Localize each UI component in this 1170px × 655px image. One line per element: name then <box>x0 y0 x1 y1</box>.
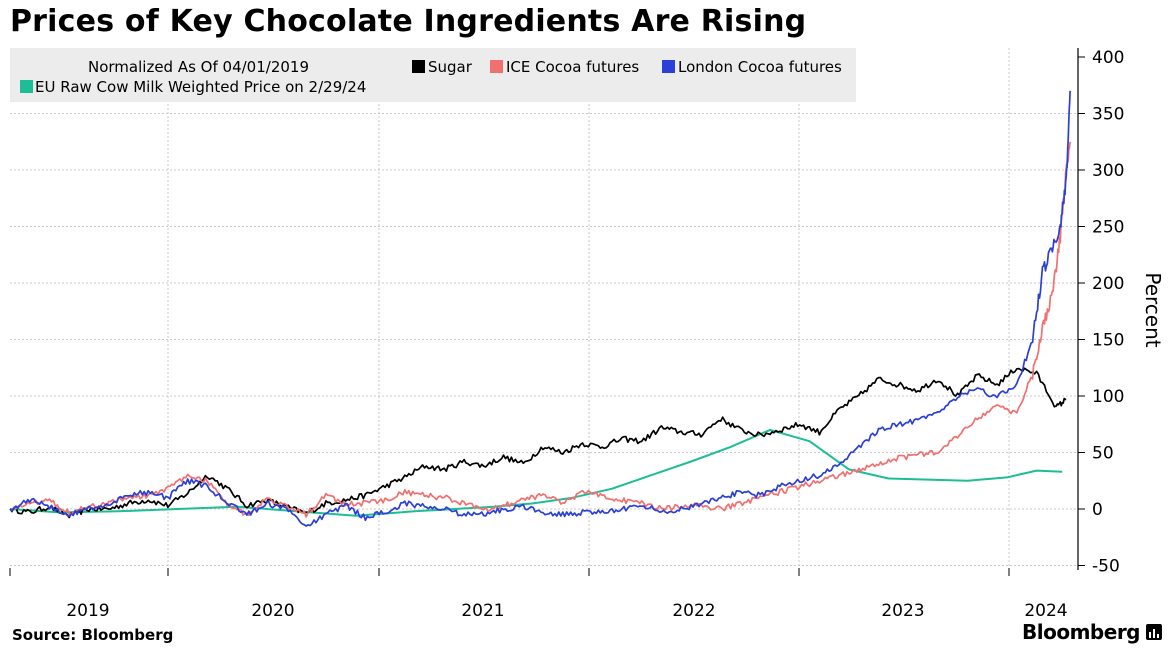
legend-header: Normalized As Of 04/01/2019 <box>88 58 309 76</box>
legend-swatch <box>490 60 503 73</box>
legend-swatch <box>412 60 425 73</box>
x-tick-label: 2020 <box>251 601 294 621</box>
legend-background <box>10 48 856 102</box>
x-axis: 2019 2020 2021 2022 2023 2024 <box>9 568 1068 621</box>
x-tick-label: 2024 <box>1024 601 1067 621</box>
x-tick-label: 2023 <box>881 601 924 621</box>
legend-swatch <box>662 60 675 73</box>
legend: Normalized As Of 04/01/2019 Sugar ICE Coco… <box>10 48 856 102</box>
y-tick-label: 200 <box>1092 274 1124 294</box>
y-tick-label: 150 <box>1092 331 1124 351</box>
x-tick-label: 2022 <box>672 601 715 621</box>
series-line-sugar <box>9 367 1067 519</box>
series-line-ice <box>9 141 1071 518</box>
y-tick-label: 100 <box>1092 387 1124 407</box>
y-tick-label: 350 <box>1092 105 1124 125</box>
legend-entry: ICE Cocoa futures <box>506 58 639 76</box>
y-tick-label: -50 <box>1092 557 1120 577</box>
bloomberg-terminal-icon <box>1146 624 1162 640</box>
legend-swatch <box>20 80 33 93</box>
y-tick-label: 400 <box>1092 48 1124 68</box>
chart-title: Prices of Key Chocolate Ingredients Are … <box>10 4 807 39</box>
x-tick-label: 2019 <box>66 601 109 621</box>
grid-layer <box>10 48 1080 568</box>
brand-logo: Bloomberg <box>1022 620 1162 644</box>
source-note: Source: Bloomberg <box>12 626 174 644</box>
legend-entry: Sugar <box>428 58 473 76</box>
brand-name: Bloomberg <box>1022 620 1140 644</box>
y-tick-label: 50 <box>1092 444 1114 464</box>
series-layer <box>9 90 1071 527</box>
y-tick-label: 300 <box>1092 161 1124 181</box>
y-tick-label: 250 <box>1092 218 1124 238</box>
y-axis: 400 350 300 250 200 150 100 50 0 -50 Percent <box>1077 48 1165 577</box>
x-tick-label: 2021 <box>461 601 504 621</box>
legend-entry: EU Raw Cow Milk Weighted Price on 2/29/2… <box>35 78 366 96</box>
y-axis-label: Percent <box>1141 272 1165 347</box>
series-line-london <box>9 90 1071 527</box>
y-tick-label: 0 <box>1092 500 1103 520</box>
legend-entry: London Cocoa futures <box>678 58 842 76</box>
